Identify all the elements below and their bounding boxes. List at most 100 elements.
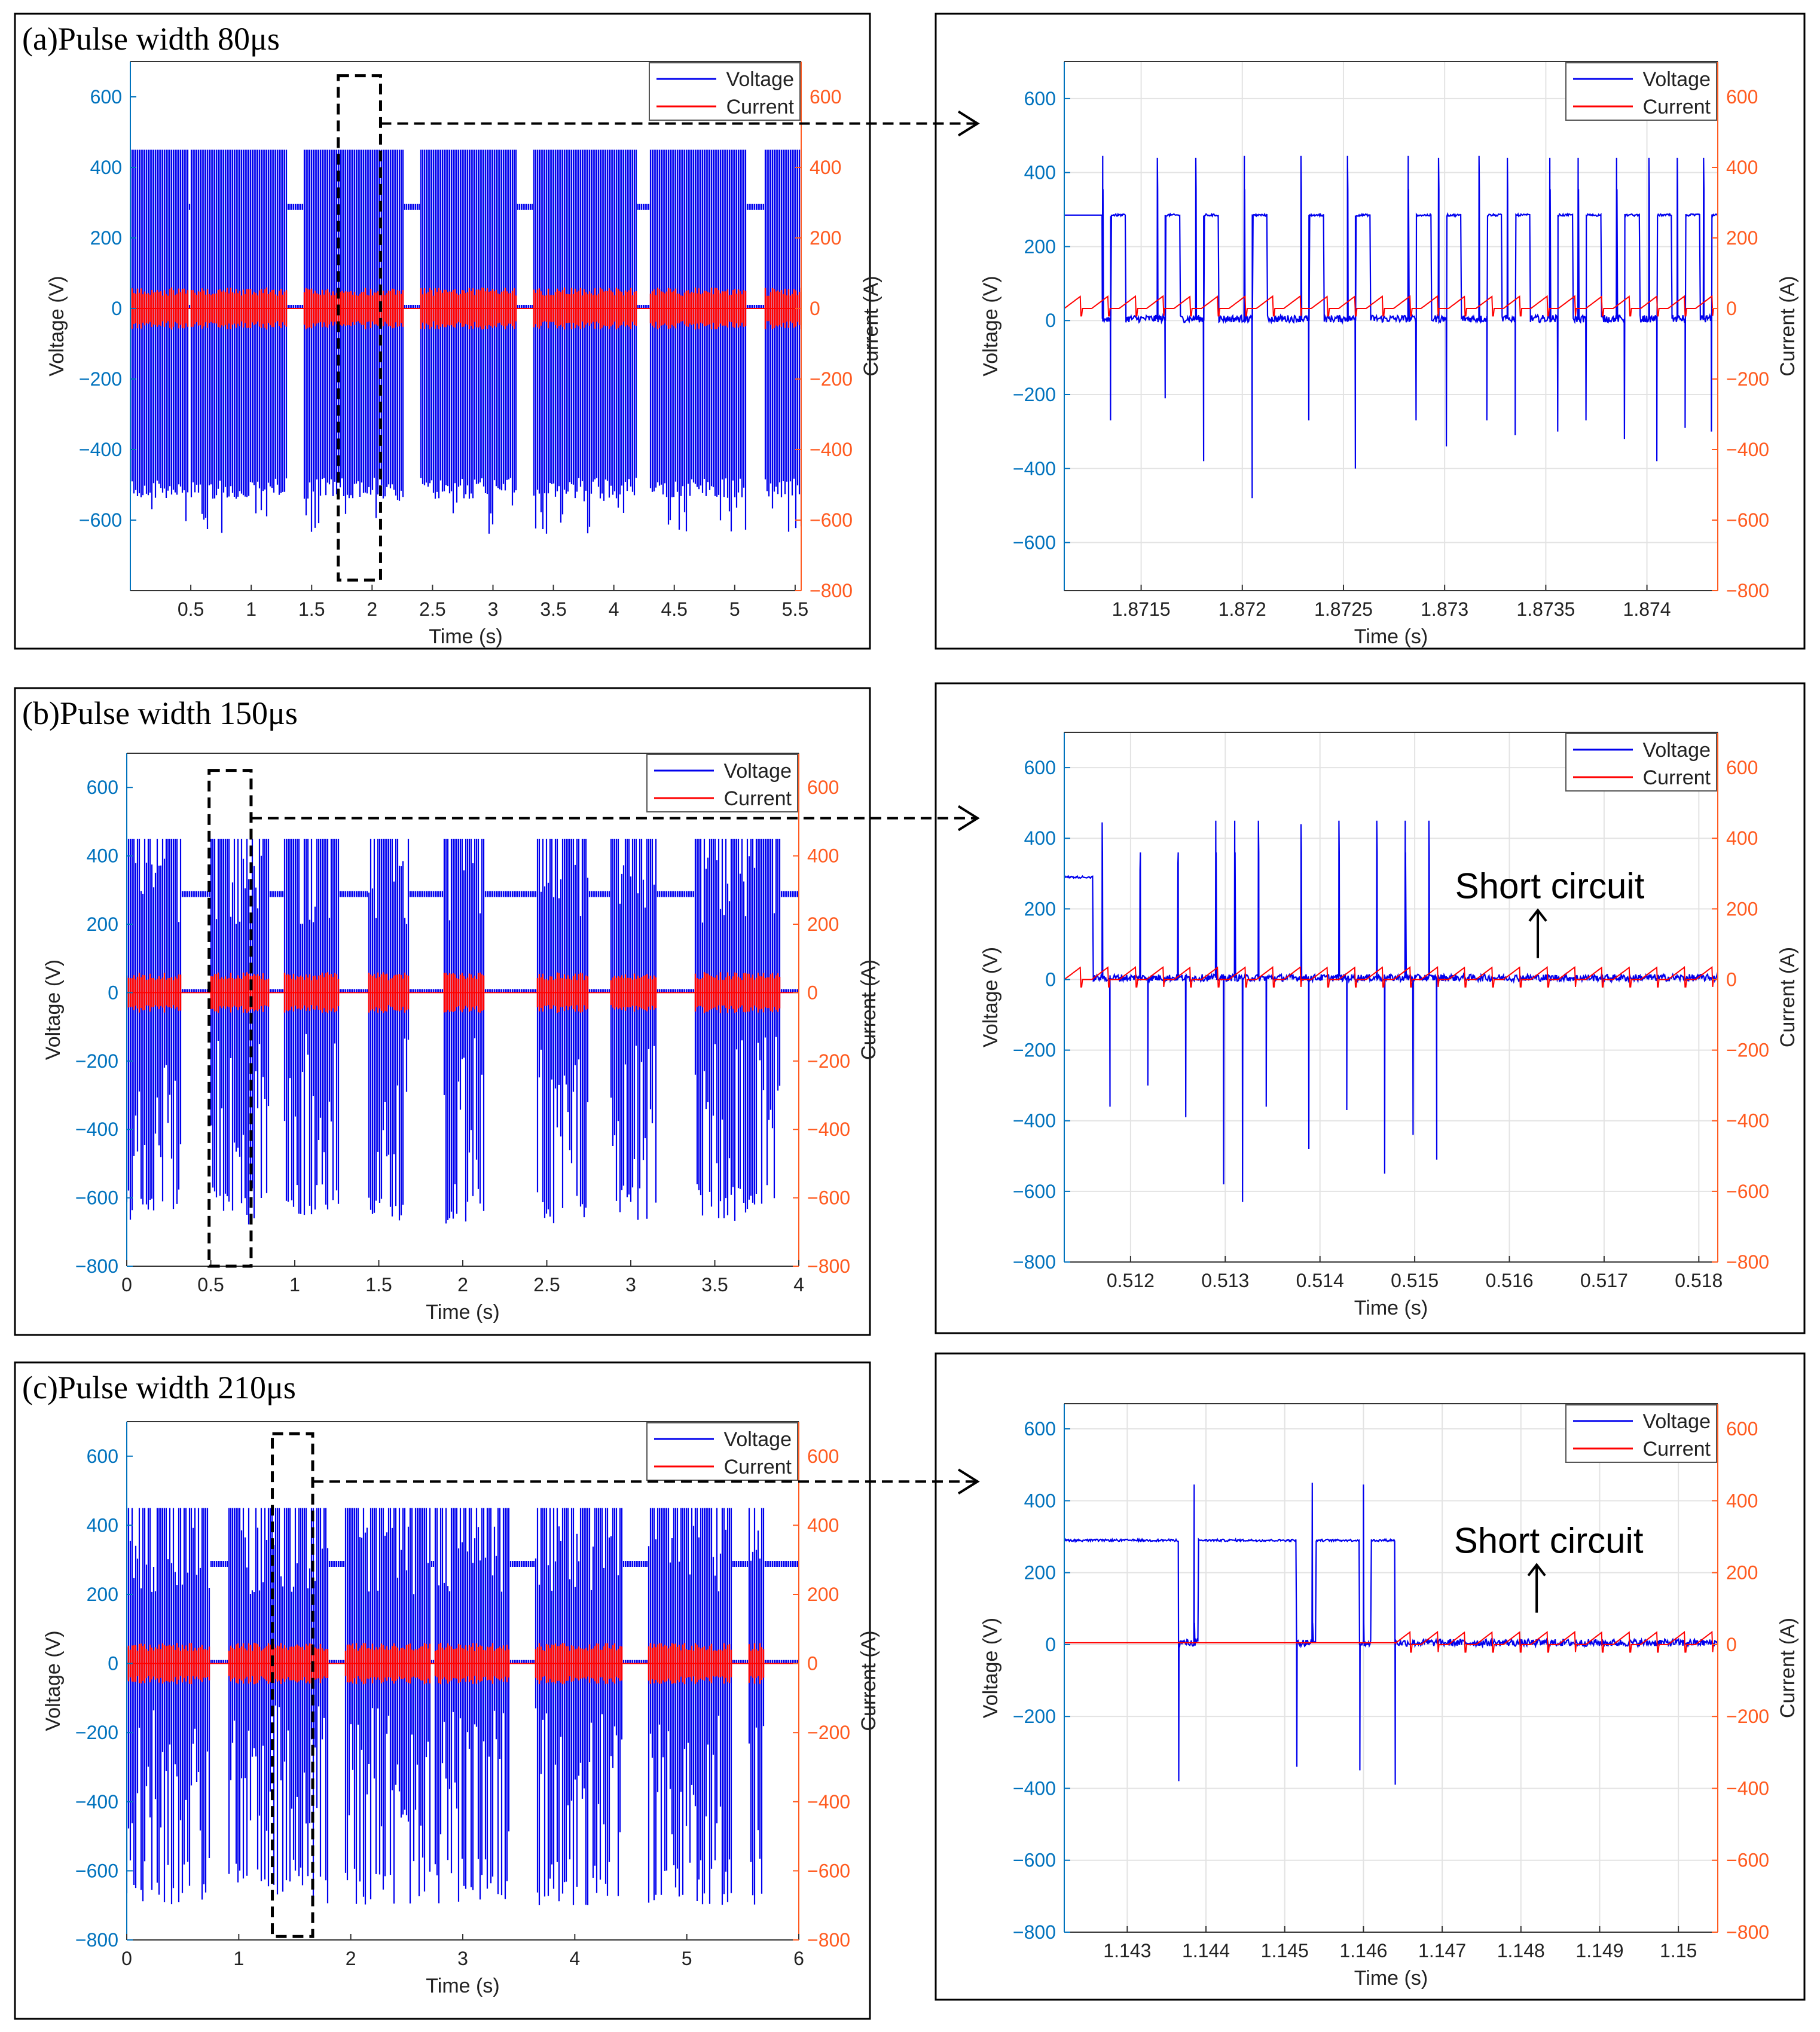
x-axis-label: Time (s)	[426, 1975, 499, 1997]
y-right-tick-label: 600	[1726, 86, 1758, 108]
panel-frame	[935, 682, 1806, 1334]
y-right-tick-label: 200	[807, 1584, 839, 1605]
axes: 0.512 0.513 0.514 0.515 0.516 0.517 0.518−800−…	[979, 732, 1799, 1319]
current-series	[127, 972, 781, 1013]
y-left-tick-label: −400	[75, 1791, 118, 1813]
y-left-tick-label: 600	[1024, 757, 1056, 778]
y-left-tick-label: −800	[1013, 1921, 1056, 1943]
short-circuit-arrow-head	[1528, 908, 1547, 922]
axes: 0.5 1 1.5 2 2.5 3 3.5 4 4.5 5 5.5 −600 −400 −200 0 200 4…	[45, 61, 882, 648]
y-left-tick-label: 200	[87, 1584, 118, 1605]
legend: Voltage Current	[1565, 1404, 1717, 1463]
legend-current-label: Current	[1643, 766, 1711, 789]
y-left-tick-label: −600	[75, 1860, 118, 1881]
x-tick-label: 2	[367, 598, 377, 620]
y-right-tick-label: −800	[1726, 580, 1769, 601]
y-right-tick-label: 600	[1726, 757, 1758, 778]
x-tick-label: 0.5	[197, 1274, 224, 1295]
chart-b_zoom: 0.512 0.513 0.514 0.515 0.516 0.517 0.518−800−…	[979, 732, 1799, 1319]
plot-area	[1064, 1404, 1718, 1932]
legend-current-label: Current	[726, 96, 795, 118]
x-tick-label: 1.5	[365, 1274, 392, 1295]
y-left-tick-label: 400	[87, 1514, 118, 1536]
y-left-tick-label: 600	[1024, 88, 1056, 109]
y-left-axis-label: Voltage (V)	[979, 947, 1002, 1047]
x-tick-label: 0.5	[178, 598, 204, 620]
x-tick-label: 5	[729, 598, 740, 620]
panel-title: (a)Pulse width 80μs	[22, 21, 280, 57]
y-left-tick-label: −600	[1013, 532, 1056, 554]
y-right-axis-label: Current (A)	[857, 960, 880, 1060]
x-tick-label: 0	[121, 1274, 132, 1295]
y-left-tick-label: 400	[1024, 1490, 1056, 1511]
panel-frame	[935, 1352, 1806, 2001]
y-left-tick-label: 0	[1045, 310, 1056, 331]
y-right-axis-label: Current (A)	[857, 1630, 880, 1731]
legend-current-label: Current	[1643, 1438, 1711, 1460]
chart-a_zoom: 1.8715 1.872 1.8725 1.873 1.8735 1.874 −600 −40…	[979, 61, 1799, 648]
legend-box	[646, 754, 798, 812]
x-tick-label: 4	[569, 1948, 580, 1969]
chart-b_overview: 0 0.5 1 1.5 2 2.5 3 3.5 4−800−600−400−2000200400…	[22, 695, 880, 1324]
y-right-tick-label: −800	[810, 580, 853, 601]
y-right-tick-label: 400	[807, 1514, 839, 1536]
panel-title: (b)Pulse width 150μs	[22, 695, 298, 731]
legend-box	[1565, 62, 1717, 121]
x-tick-label: 2	[346, 1948, 356, 1969]
x-tick-label: 4.5	[661, 598, 687, 620]
x-tick-label: 1.147	[1418, 1940, 1466, 1961]
y-right-tick-label: −800	[807, 1929, 850, 1951]
x-tick-label: 2	[457, 1274, 468, 1295]
y-left-tick-label: −400	[1013, 1777, 1056, 1799]
y-left-tick-label: −200	[75, 1722, 118, 1743]
series-group	[130, 149, 801, 534]
y-left-axis-label: Voltage (V)	[45, 276, 68, 376]
y-right-tick-label: −200	[1726, 1706, 1769, 1727]
chart-c_overview: 0 1 2 3 4 5 6−800−600−400−2000200400600−800−60…	[22, 1370, 880, 1997]
legend: Voltage Current	[649, 62, 801, 121]
y-right-axis-label: Current (A)	[860, 276, 882, 376]
y-right-tick-label: 0	[1726, 968, 1737, 990]
y-left-axis-label: Voltage (V)	[979, 1618, 1002, 1718]
y-left-tick-label: −800	[75, 1255, 118, 1277]
legend-box	[649, 62, 801, 121]
short-circuit-label: Short circuit	[1454, 1521, 1644, 1561]
y-left-tick-label: 200	[90, 227, 122, 249]
y-left-tick-label: −400	[79, 439, 122, 460]
x-tick-label: 1.873	[1421, 598, 1468, 620]
y-right-tick-label: −800	[807, 1255, 850, 1277]
y-left-tick-label: 0	[111, 298, 122, 319]
y-right-tick-label: −400	[1726, 1110, 1769, 1132]
x-tick-label: 3	[625, 1274, 636, 1295]
y-right-tick-label: 0	[807, 1653, 818, 1675]
y-left-tick-label: 400	[87, 845, 118, 867]
short-circuit-label: Short circuit	[1455, 866, 1645, 906]
y-right-tick-label: 600	[807, 777, 839, 798]
zoom-arrow-head	[957, 805, 980, 832]
x-tick-label: 1.874	[1623, 598, 1671, 620]
y-right-tick-label: 200	[1726, 1562, 1758, 1584]
legend: Voltage Current	[646, 754, 798, 812]
y-right-tick-label: 600	[807, 1446, 839, 1467]
legend-voltage-label: Voltage	[726, 68, 794, 91]
y-right-tick-label: −400	[810, 439, 853, 460]
y-left-tick-label: −800	[75, 1929, 118, 1951]
y-right-tick-label: 400	[1726, 157, 1758, 178]
y-left-tick-label: 0	[108, 1653, 118, 1675]
y-left-tick-label: −400	[75, 1119, 118, 1140]
x-tick-label: 1.146	[1339, 1940, 1387, 1961]
x-tick-label: 1.8735	[1516, 598, 1575, 620]
x-tick-label: 0.513	[1201, 1270, 1249, 1291]
y-left-tick-label: 0	[1045, 968, 1056, 990]
x-axis-label: Time (s)	[1354, 1297, 1428, 1319]
plot-area	[1064, 732, 1718, 1262]
y-left-tick-label: 200	[1024, 236, 1056, 257]
y-left-tick-label: −200	[79, 368, 122, 390]
y-right-tick-label: −400	[807, 1791, 850, 1813]
voltage-series	[1064, 820, 1718, 1202]
x-tick-label: 0.515	[1391, 1270, 1439, 1291]
x-tick-label: 1.8725	[1314, 598, 1373, 620]
x-axis-label: Time (s)	[1354, 1967, 1428, 1990]
y-left-tick-label: 600	[1024, 1418, 1056, 1440]
